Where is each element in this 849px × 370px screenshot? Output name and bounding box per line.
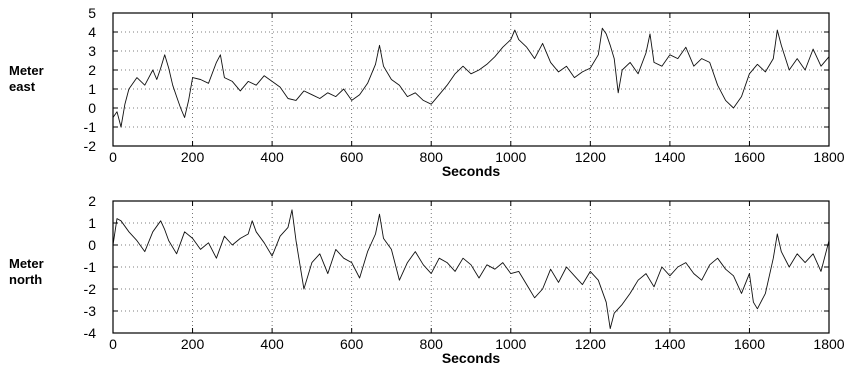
east-plot-frame: [112, 12, 830, 147]
north-x-tick-label: 1600: [734, 336, 765, 352]
north-x-tick-label: 600: [340, 336, 364, 352]
east-x-tick-label: 0: [109, 149, 117, 165]
east-x-tick-label: 1800: [813, 149, 844, 165]
east-x-tick-label: 400: [260, 149, 284, 165]
north-x-axis-label: Seconds: [442, 350, 501, 366]
east-x-axis-label: Seconds: [442, 163, 501, 179]
north-x-tick-label: 400: [260, 336, 284, 352]
north-x-tick-label: 1800: [813, 336, 844, 352]
north-y-tick-label: -1: [84, 259, 97, 275]
north-x-tick-label: 200: [181, 336, 205, 352]
north-series-line: [112, 209, 830, 330]
east-y-tick-label: 3: [88, 43, 96, 59]
north-y-tick-label: -4: [84, 325, 97, 341]
north-y-tick-label: -2: [84, 281, 97, 297]
east-x-tick-label: 800: [420, 149, 444, 165]
north-y-tick-label: 2: [88, 193, 96, 209]
east-y-tick-label: 1: [88, 81, 96, 97]
north-x-tick-label: 1000: [495, 336, 526, 352]
north-x-tick-label: 1200: [575, 336, 606, 352]
north-y-axis-label: Meter north: [9, 256, 44, 287]
east-series-line: [112, 27, 830, 128]
north-x-tick-label: 0: [109, 336, 117, 352]
north-y-tick-label: 1: [88, 215, 96, 231]
north-y-tick-label: 0: [88, 237, 96, 253]
east-x-tick-label: 600: [340, 149, 364, 165]
east-y-tick-label: 5: [88, 5, 96, 21]
east-y-tick-label: 4: [88, 24, 96, 40]
east-y-tick-label: -1: [84, 119, 97, 135]
east-y-axis-label: Meter east: [9, 63, 44, 94]
east-y-tick-label: -2: [84, 138, 97, 154]
north-x-tick-label: 800: [420, 336, 444, 352]
north-chart: 0 200 400 600 800 1000 1200 1400 1600 1800 -4 -3 -2 -…: [84, 193, 845, 366]
east-x-tick-label: 1200: [575, 149, 606, 165]
east-chart: 0 200 400 600 800 1000 1200 1400 1600 1800 -2 -1 0 1 2…: [84, 5, 845, 179]
east-x-tick-label: 1400: [654, 149, 685, 165]
north-x-tick-label: 1400: [654, 336, 685, 352]
north-y-tick-label: -3: [84, 303, 97, 319]
east-y-tick-label: 0: [88, 100, 96, 116]
east-x-tick-label: 1600: [734, 149, 765, 165]
east-x-tick-label: 1000: [495, 149, 526, 165]
east-x-tick-label: 200: [181, 149, 205, 165]
east-y-tick-label: 2: [88, 62, 96, 78]
